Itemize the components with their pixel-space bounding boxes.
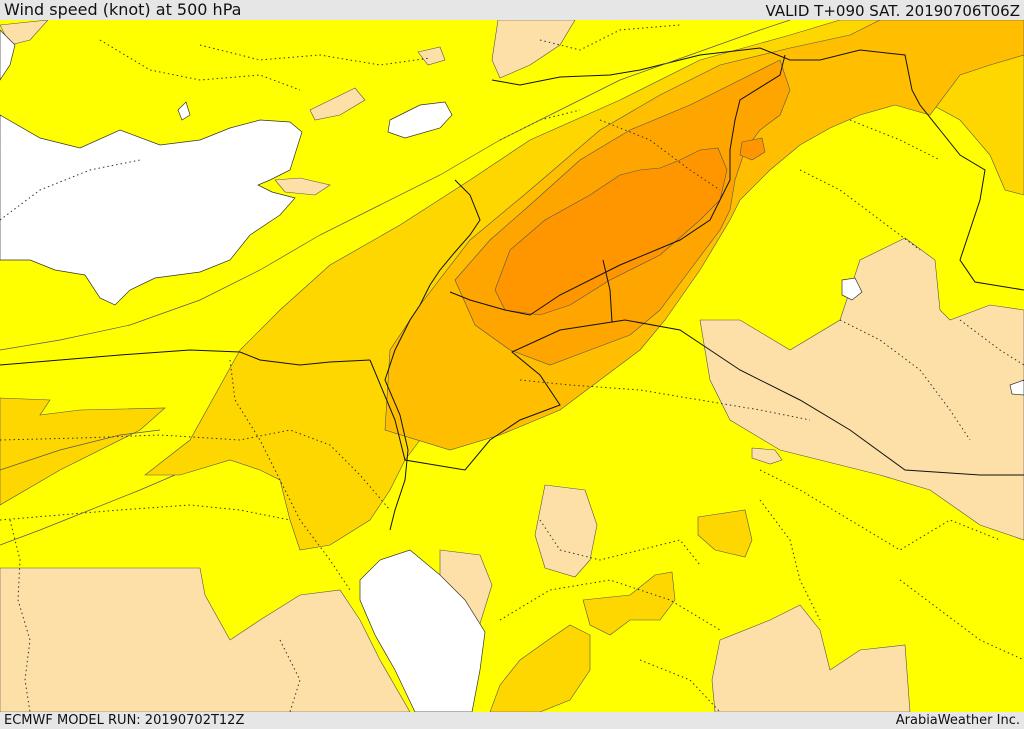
country-borders xyxy=(0,47,1024,531)
gold-wind-band xyxy=(0,20,1024,712)
wind-contours xyxy=(0,20,791,546)
map-title: Wind speed (knot) at 500 hPa xyxy=(4,0,242,19)
caspian-bay xyxy=(387,101,453,139)
footer-bar: ECMWF MODEL RUN: 20190702T12Z ArabiaWeat… xyxy=(0,712,1024,729)
red-sea-north xyxy=(359,549,486,712)
province-borders xyxy=(0,24,1024,712)
model-run: ECMWF MODEL RUN: 20190702T12Z xyxy=(4,713,245,728)
dark-orange-wind-core xyxy=(494,137,766,316)
credit: ArabiaWeather Inc. xyxy=(895,713,1020,728)
aegean-sea xyxy=(0,29,16,81)
sea-areas xyxy=(0,29,1024,712)
low-wind-areas xyxy=(0,20,1024,712)
valid-time: VALID T+090 SAT. 20190706T06Z xyxy=(765,2,1020,20)
header-bar: Wind speed (knot) at 500 hPa VALID T+090… xyxy=(0,0,1024,20)
mediterranean-sea xyxy=(0,114,303,306)
wind-speed-map xyxy=(0,20,1024,712)
